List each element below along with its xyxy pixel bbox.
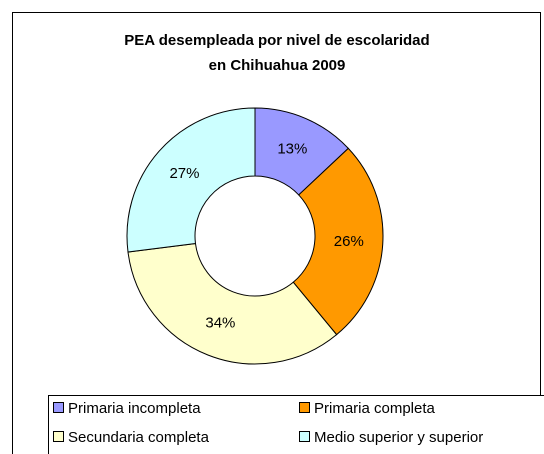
donut-slice [127, 242, 338, 365]
donut-slice [292, 147, 384, 336]
legend-box [48, 395, 544, 454]
chart-title: en Chihuahua 2009 [209, 57, 346, 74]
legend-label: Secundaria completa [68, 429, 210, 446]
data-label: 13% [277, 141, 307, 158]
legend-label: Primaria completa [314, 400, 436, 417]
legend-swatch [299, 431, 310, 442]
chart-title: PEA desempleada por nivel de escolaridad [124, 32, 429, 49]
legend-swatch [299, 402, 310, 413]
donut-slice [126, 107, 256, 253]
legend-swatch [53, 431, 64, 442]
data-label: 27% [169, 165, 199, 182]
legend-label: Primaria incompleta [68, 400, 201, 417]
legend-swatch [53, 402, 64, 413]
data-label: 26% [334, 233, 364, 250]
chart-frame [12, 12, 541, 454]
legend-label: Medio superior y superior [314, 429, 483, 446]
data-label: 34% [205, 314, 235, 331]
